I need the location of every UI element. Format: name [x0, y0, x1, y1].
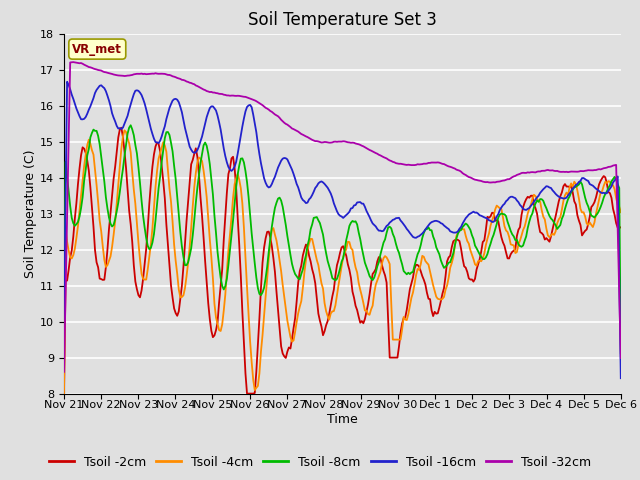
Legend: Tsoil -2cm, Tsoil -4cm, Tsoil -8cm, Tsoil -16cm, Tsoil -32cm: Tsoil -2cm, Tsoil -4cm, Tsoil -8cm, Tsoi… [44, 451, 596, 474]
Text: VR_met: VR_met [72, 43, 122, 56]
Title: Soil Temperature Set 3: Soil Temperature Set 3 [248, 11, 437, 29]
Y-axis label: Soil Temperature (C): Soil Temperature (C) [24, 149, 37, 278]
X-axis label: Time: Time [327, 413, 358, 426]
